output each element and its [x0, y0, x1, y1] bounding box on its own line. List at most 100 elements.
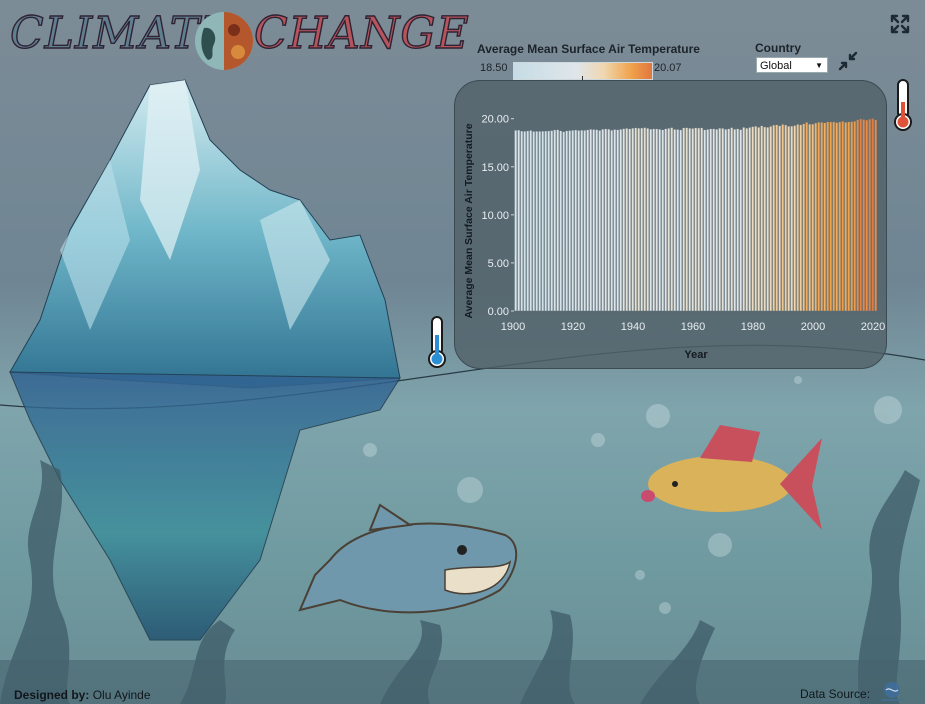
bar	[874, 119, 878, 312]
bubbles-decoration	[363, 376, 902, 614]
bar	[664, 128, 668, 312]
bar	[766, 127, 770, 312]
bar	[739, 129, 743, 312]
bar	[613, 129, 617, 312]
bar	[583, 130, 587, 312]
x-tick-label: 1940	[621, 321, 645, 333]
bar	[514, 130, 518, 312]
bar	[784, 124, 788, 312]
bar	[652, 128, 656, 312]
shark-image	[298, 503, 518, 614]
bar	[829, 121, 833, 312]
thermometer-cold-icon	[428, 316, 446, 368]
bar	[559, 130, 563, 312]
bar	[754, 125, 758, 312]
color-legend-bar	[513, 62, 653, 80]
y-tick-label: 10.00	[481, 210, 509, 222]
collapse-arrows-icon[interactable]	[838, 51, 858, 71]
bar	[760, 125, 764, 312]
bar	[658, 128, 662, 312]
bar	[814, 122, 818, 312]
bar	[718, 127, 722, 312]
bar	[862, 119, 866, 312]
data-source-label: Data Source:	[800, 687, 871, 701]
bar	[589, 129, 593, 312]
bar	[520, 130, 524, 312]
x-tick-label: 1900	[501, 321, 525, 333]
bar	[544, 130, 548, 312]
bar	[700, 127, 704, 312]
bar	[757, 127, 761, 312]
bar	[676, 129, 680, 312]
bar	[637, 127, 641, 312]
bar	[775, 124, 779, 312]
bar	[856, 119, 860, 312]
bar	[634, 127, 638, 312]
bar	[607, 128, 611, 312]
bar	[541, 130, 545, 312]
bar	[853, 120, 857, 312]
bar	[781, 124, 785, 312]
bar	[631, 127, 635, 312]
bar	[643, 127, 647, 312]
x-tick-label: 1920	[561, 321, 585, 333]
y-tick-label: 5.00	[488, 258, 509, 270]
bar	[748, 127, 752, 312]
bar	[868, 118, 872, 312]
bar	[619, 129, 623, 312]
bar	[778, 125, 782, 312]
x-tick-label: 1960	[681, 321, 705, 333]
y-tick-label: 20.00	[481, 114, 509, 126]
bar	[556, 129, 560, 312]
bar	[601, 128, 605, 312]
bar	[844, 122, 848, 312]
bar	[655, 128, 659, 312]
bar	[793, 125, 797, 312]
bar	[763, 126, 767, 312]
bar	[745, 127, 749, 312]
iceberg-image	[9, 79, 401, 641]
title-change: CHANGE	[253, 7, 470, 59]
bar	[586, 129, 590, 312]
bar	[727, 128, 731, 312]
bar	[736, 128, 740, 312]
bar	[694, 127, 698, 312]
data-source-logo-icon[interactable]	[878, 680, 906, 702]
legend-max-value: 20.07	[654, 62, 682, 74]
bar	[817, 121, 821, 312]
bar	[565, 130, 569, 312]
bar	[835, 122, 839, 312]
expand-arrows-icon[interactable]	[888, 12, 912, 36]
bar	[667, 128, 671, 312]
legend-title: Average Mean Surface Air Temperature	[477, 42, 700, 56]
bar	[733, 128, 737, 312]
x-tick-label: 2020	[861, 321, 885, 333]
x-tick-label: 1980	[741, 321, 765, 333]
bar	[553, 129, 557, 312]
globe-icon	[195, 12, 253, 70]
country-dropdown[interactable]: Global ▼	[756, 57, 828, 73]
bar	[580, 129, 584, 312]
bar	[640, 127, 644, 312]
bar	[820, 122, 824, 312]
bar	[796, 124, 800, 312]
bar	[646, 128, 650, 312]
bar	[769, 126, 773, 312]
bar	[616, 129, 620, 312]
bar	[691, 128, 695, 312]
bar	[823, 122, 827, 312]
bar	[811, 123, 815, 312]
bar	[847, 121, 851, 312]
fish-image	[641, 425, 822, 530]
bar	[697, 127, 701, 312]
bar	[850, 121, 854, 312]
bar	[568, 130, 572, 312]
bar	[682, 127, 686, 312]
bar	[790, 125, 794, 312]
bar	[598, 130, 602, 312]
bar	[679, 129, 683, 312]
bar	[574, 129, 578, 312]
bar	[859, 118, 863, 312]
bar	[799, 124, 803, 312]
